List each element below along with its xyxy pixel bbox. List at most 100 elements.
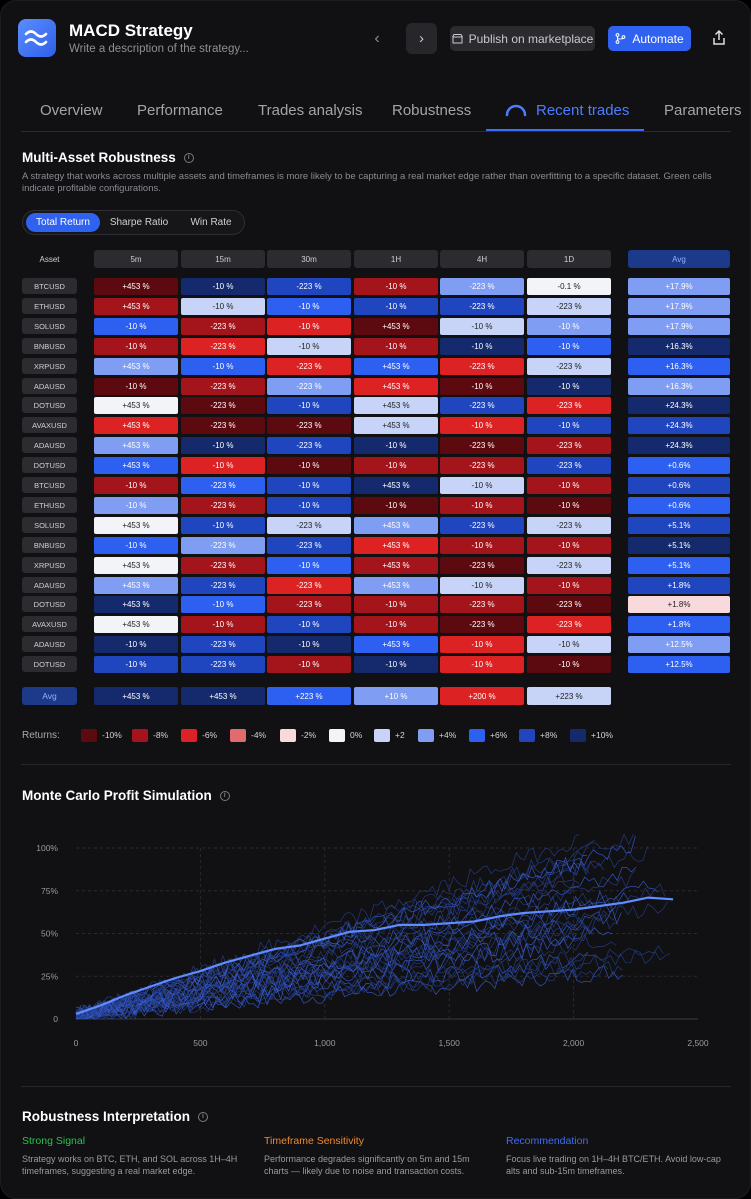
chevron-right-icon[interactable]: › <box>406 23 437 54</box>
heatmap-cell[interactable]: +453 % <box>354 417 438 434</box>
heatmap-cell[interactable]: -10 % <box>440 378 524 395</box>
heatmap-cell[interactable]: -223 % <box>527 358 611 375</box>
timeframe-header-5m[interactable]: 5m <box>94 250 178 268</box>
heatmap-cell[interactable]: -10 % <box>527 318 611 335</box>
info-icon[interactable]: i <box>198 1111 209 1122</box>
heatmap-cell[interactable]: -10 % <box>527 338 611 355</box>
tab-performance[interactable]: Performance <box>137 101 223 119</box>
heatmap-cell[interactable]: -223 % <box>527 397 611 414</box>
heatmap-cell[interactable]: -10 % <box>527 477 611 494</box>
tab-robustness[interactable]: Robustness <box>392 101 472 119</box>
heatmap-cell[interactable]: +453 % <box>94 457 178 474</box>
share-icon[interactable] <box>709 28 729 48</box>
heatmap-cell[interactable]: -10 % <box>267 477 351 494</box>
heatmap-cell[interactable]: -223 % <box>267 596 351 613</box>
tab-overview[interactable]: Overview <box>40 101 103 119</box>
heatmap-cell[interactable]: -10 % <box>94 656 178 673</box>
heatmap-cell[interactable]: -10 % <box>267 338 351 355</box>
heatmap-cell[interactable]: +453 % <box>94 517 178 534</box>
heatmap-cell[interactable]: -10 % <box>267 318 351 335</box>
heatmap-cell[interactable]: -10 % <box>440 577 524 594</box>
heatmap-cell[interactable]: -10 % <box>267 397 351 414</box>
heatmap-cell[interactable]: -223 % <box>267 417 351 434</box>
heatmap-cell[interactable]: -10 % <box>527 497 611 514</box>
timeframe-header-1h[interactable]: 1H <box>354 250 438 268</box>
timeframe-header-4h[interactable]: 4H <box>440 250 524 268</box>
heatmap-cell[interactable]: -223 % <box>440 358 524 375</box>
heatmap-cell[interactable]: -223 % <box>267 278 351 295</box>
heatmap-cell[interactable]: -223 % <box>181 397 265 414</box>
heatmap-cell[interactable]: -10 % <box>181 298 265 315</box>
heatmap-cell[interactable]: -10 % <box>94 318 178 335</box>
heatmap-cell[interactable]: +453 % <box>354 378 438 395</box>
heatmap-cell[interactable]: -10 % <box>181 596 265 613</box>
heatmap-cell[interactable]: +453 % <box>354 557 438 574</box>
heatmap-cell[interactable]: -223 % <box>527 557 611 574</box>
heatmap-cell[interactable]: -10 % <box>94 338 178 355</box>
heatmap-cell[interactable]: -10 % <box>440 477 524 494</box>
heatmap-cell[interactable]: +453 % <box>94 596 178 613</box>
heatmap-cell[interactable]: -223 % <box>440 557 524 574</box>
heatmap-cell[interactable]: -223 % <box>267 537 351 554</box>
tab-recent-trades[interactable]: Recent trades <box>505 89 629 131</box>
heatmap-cell[interactable]: +453 % <box>94 557 178 574</box>
heatmap-cell[interactable]: -10 % <box>94 497 178 514</box>
heatmap-cell[interactable]: +453 % <box>354 318 438 335</box>
heatmap-cell[interactable]: -223 % <box>181 656 265 673</box>
heatmap-cell[interactable]: -10 % <box>181 437 265 454</box>
heatmap-cell[interactable]: -10 % <box>354 596 438 613</box>
heatmap-cell[interactable]: -223 % <box>527 616 611 633</box>
metric-total-return[interactable]: Total Return <box>26 213 100 232</box>
heatmap-cell[interactable]: -10 % <box>354 457 438 474</box>
tab-trades-analysis[interactable]: Trades analysis <box>258 101 363 119</box>
heatmap-cell[interactable]: +453 % <box>94 417 178 434</box>
heatmap-cell[interactable]: -223 % <box>267 437 351 454</box>
strategy-title[interactable]: MACD Strategy <box>69 21 193 40</box>
heatmap-cell[interactable]: -10 % <box>527 537 611 554</box>
heatmap-cell[interactable]: -223 % <box>440 437 524 454</box>
heatmap-cell[interactable]: -223 % <box>440 397 524 414</box>
heatmap-cell[interactable]: -223 % <box>181 577 265 594</box>
heatmap-cell[interactable]: -223 % <box>181 378 265 395</box>
heatmap-cell[interactable]: -223 % <box>267 517 351 534</box>
timeframe-header-1d[interactable]: 1D <box>527 250 611 268</box>
heatmap-cell[interactable]: -10 % <box>267 497 351 514</box>
heatmap-cell[interactable]: -223 % <box>181 537 265 554</box>
heatmap-cell[interactable]: -223 % <box>267 577 351 594</box>
heatmap-cell[interactable]: -10 % <box>527 417 611 434</box>
info-icon[interactable]: i <box>219 790 230 801</box>
heatmap-cell[interactable]: -10 % <box>527 378 611 395</box>
heatmap-cell[interactable]: -10 % <box>94 636 178 653</box>
heatmap-cell[interactable]: -223 % <box>527 457 611 474</box>
heatmap-cell[interactable]: -10 % <box>440 636 524 653</box>
chevron-left-icon[interactable]: ‹ <box>374 30 380 47</box>
heatmap-cell[interactable]: -223 % <box>181 318 265 335</box>
heatmap-cell[interactable]: -223 % <box>527 437 611 454</box>
heatmap-cell[interactable]: -10 % <box>440 417 524 434</box>
heatmap-cell[interactable]: -10 % <box>181 278 265 295</box>
heatmap-cell[interactable]: -10 % <box>267 616 351 633</box>
heatmap-cell[interactable]: -10 % <box>354 278 438 295</box>
heatmap-cell[interactable]: -10 % <box>181 517 265 534</box>
heatmap-cell[interactable]: -223 % <box>440 278 524 295</box>
heatmap-cell[interactable]: +453 % <box>94 358 178 375</box>
heatmap-cell[interactable]: -223 % <box>181 477 265 494</box>
timeframe-header-30m[interactable]: 30m <box>267 250 351 268</box>
heatmap-cell[interactable]: -223 % <box>267 358 351 375</box>
heatmap-cell[interactable]: +453 % <box>94 397 178 414</box>
heatmap-cell[interactable]: -10 % <box>267 557 351 574</box>
heatmap-cell[interactable]: -10 % <box>267 656 351 673</box>
heatmap-cell[interactable]: -10 % <box>181 457 265 474</box>
heatmap-cell[interactable]: -10 % <box>181 358 265 375</box>
heatmap-cell[interactable]: -10 % <box>440 497 524 514</box>
metric-win-rate[interactable]: Win Rate <box>190 217 232 228</box>
automate-button[interactable]: Automate <box>608 26 691 51</box>
heatmap-cell[interactable]: -10 % <box>527 656 611 673</box>
heatmap-cell[interactable]: -10 % <box>354 616 438 633</box>
heatmap-cell[interactable]: +453 % <box>354 636 438 653</box>
heatmap-cell[interactable]: -10 % <box>94 477 178 494</box>
heatmap-cell[interactable]: -10 % <box>94 537 178 554</box>
heatmap-cell[interactable]: -223 % <box>440 616 524 633</box>
heatmap-cell[interactable]: -223 % <box>181 338 265 355</box>
heatmap-cell[interactable]: -10 % <box>354 437 438 454</box>
